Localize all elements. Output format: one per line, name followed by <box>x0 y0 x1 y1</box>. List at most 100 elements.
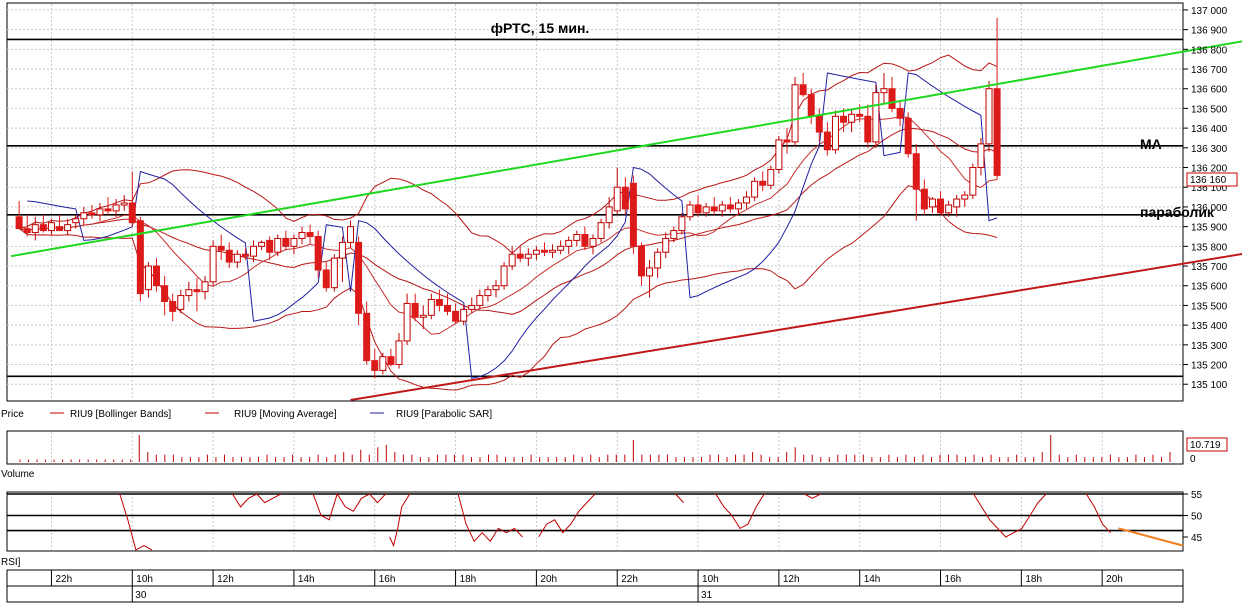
legend-bollinger: RIU9 [Bollinger Bands] <box>70 409 171 420</box>
price-tick-label: 136 200 <box>1191 164 1228 175</box>
candle-body <box>937 198 945 214</box>
candle-body <box>233 253 241 263</box>
rsi-line <box>538 493 596 538</box>
candle-body <box>72 218 80 224</box>
price-tick-label: 136 700 <box>1191 65 1228 76</box>
time-tick-label: 14h <box>864 574 881 585</box>
candle-body <box>56 226 64 232</box>
candle-body <box>241 253 249 257</box>
price-tick-label: 136 400 <box>1191 124 1228 135</box>
candle-body <box>298 232 306 239</box>
candle-body <box>177 295 185 310</box>
candle-body <box>112 204 120 212</box>
time-grid <box>50 4 1103 550</box>
candle-body <box>726 204 734 210</box>
candle-body <box>193 289 201 293</box>
candle-body <box>557 245 565 251</box>
candle-body <box>427 299 435 316</box>
bollinger-middle-line <box>18 127 998 315</box>
candle-body <box>104 208 112 212</box>
rsi-line <box>119 493 153 551</box>
time-tick-label: 20h <box>1106 574 1123 585</box>
candle-body <box>96 208 104 216</box>
candle-body <box>379 356 387 371</box>
volume-last-box <box>1186 437 1228 452</box>
price-tick-label: 135 700 <box>1191 262 1228 273</box>
indicators <box>18 54 998 391</box>
candle-body <box>686 204 694 218</box>
rsi-line <box>389 493 411 548</box>
time-tick-label: 22h <box>55 574 72 585</box>
candle-body <box>217 245 225 251</box>
candle-body <box>904 117 912 155</box>
candle-body <box>185 289 193 297</box>
time-tick-label: 14h <box>298 574 315 585</box>
time-tick-label: 18h <box>460 574 477 585</box>
candle-body <box>912 153 920 190</box>
trendline <box>10 40 1242 258</box>
candle-body <box>468 304 476 310</box>
annotation-parabolic: параболик <box>1140 204 1215 220</box>
last-price-box <box>1186 172 1238 187</box>
candle-body <box>767 168 775 186</box>
rsi-line <box>232 493 282 508</box>
candle-body <box>80 212 88 220</box>
candle-body <box>920 188 928 210</box>
candle-body <box>128 202 136 224</box>
candle-body <box>694 204 702 214</box>
candle-body <box>153 265 161 287</box>
rsi-tick-label: 50 <box>1191 512 1203 523</box>
candle-body <box>654 251 662 269</box>
candle-body <box>411 302 419 318</box>
time-tick-label: 22h <box>621 574 638 585</box>
candle-body <box>605 206 613 224</box>
time-tick-label: 16h <box>945 574 962 585</box>
candle-body <box>670 230 678 239</box>
candle-body <box>977 143 985 169</box>
candle-body <box>338 241 346 259</box>
time-tick-label: 20h <box>540 574 557 585</box>
price-tick-label: 137 000 <box>1191 6 1228 17</box>
bollinger-upper-line <box>18 54 998 254</box>
horizontal-levels <box>7 38 1183 378</box>
candle-body <box>573 234 581 241</box>
candle-body <box>88 212 96 216</box>
candle-body <box>961 194 969 200</box>
rsi-panel-frame <box>6 491 1184 552</box>
rsi-lines: 45 50 55 <box>7 490 1203 551</box>
candle-body <box>395 340 403 366</box>
candle-body <box>500 265 508 287</box>
price-tick-label: 135 800 <box>1191 242 1228 253</box>
candle-body <box>734 202 742 210</box>
rsi-line <box>1085 493 1111 534</box>
candles <box>15 17 1001 379</box>
chart-title: фРТС, 15 мин. <box>491 20 590 36</box>
volume-zero-tick: 0 <box>1190 454 1196 465</box>
price-tick-label: 135 100 <box>1191 380 1228 391</box>
candle-body <box>532 249 540 255</box>
legend: RIU9 [Bollinger Bands] RIU9 [Moving Aver… <box>50 409 492 420</box>
price-tick-label: 136 900 <box>1191 26 1228 37</box>
candle-body <box>953 198 961 208</box>
rsi-line <box>312 492 386 521</box>
candle-body <box>646 267 654 277</box>
candle-body <box>848 113 856 123</box>
time-tick-label: 16h <box>379 574 396 585</box>
price-tick-label: 136 800 <box>1191 45 1228 56</box>
candle-body <box>452 310 460 322</box>
candle-body <box>945 204 953 214</box>
price-grid <box>7 9 1183 385</box>
candle-body <box>144 265 152 291</box>
candle-body <box>799 84 807 96</box>
candle-body <box>864 115 872 143</box>
rsi-line <box>457 493 523 543</box>
price-panel-frame <box>6 2 1184 402</box>
candle-body <box>888 88 896 109</box>
candle-body <box>783 139 791 143</box>
price-tick-label: 136 300 <box>1191 144 1228 155</box>
candle-body <box>985 88 993 145</box>
time-axis-labels: 22h 10h 12h 14h 16h 18h 20h 22h 10h 12h 14h 16h 18h 2… <box>50 570 1123 602</box>
candle-body <box>347 226 355 243</box>
candle-body <box>710 206 718 212</box>
trendlines <box>10 40 1242 401</box>
